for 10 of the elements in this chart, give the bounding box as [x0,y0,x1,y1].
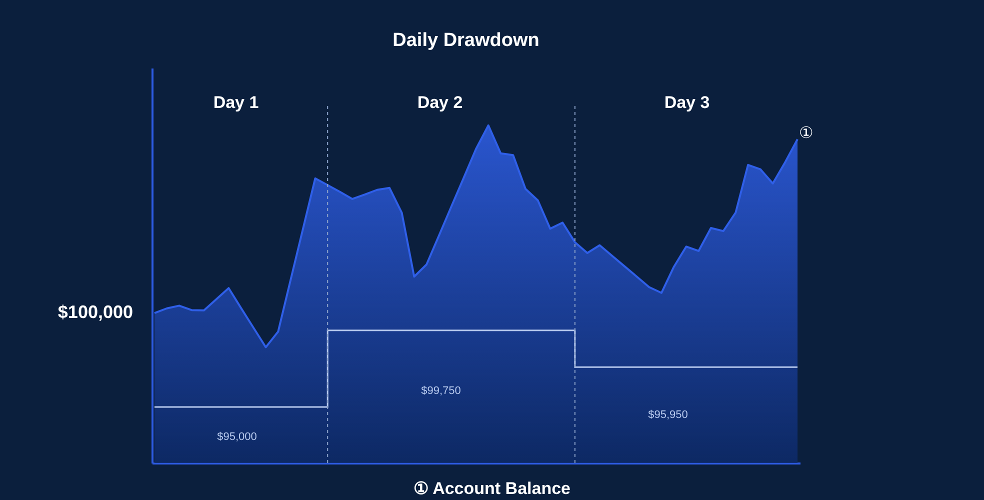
annotation: $99,750 [421,385,461,397]
text: Day 1 [213,93,259,112]
text: Day 2 [417,93,463,112]
text: ① Account Balance [413,479,571,498]
annotation: ① [799,125,813,142]
text: $100,000 [58,302,133,322]
chart-title: Daily Drawdown [392,30,540,51]
annotation: $95,000 [217,431,257,443]
annotation: $95,950 [648,409,688,421]
text: Day 3 [664,93,710,112]
